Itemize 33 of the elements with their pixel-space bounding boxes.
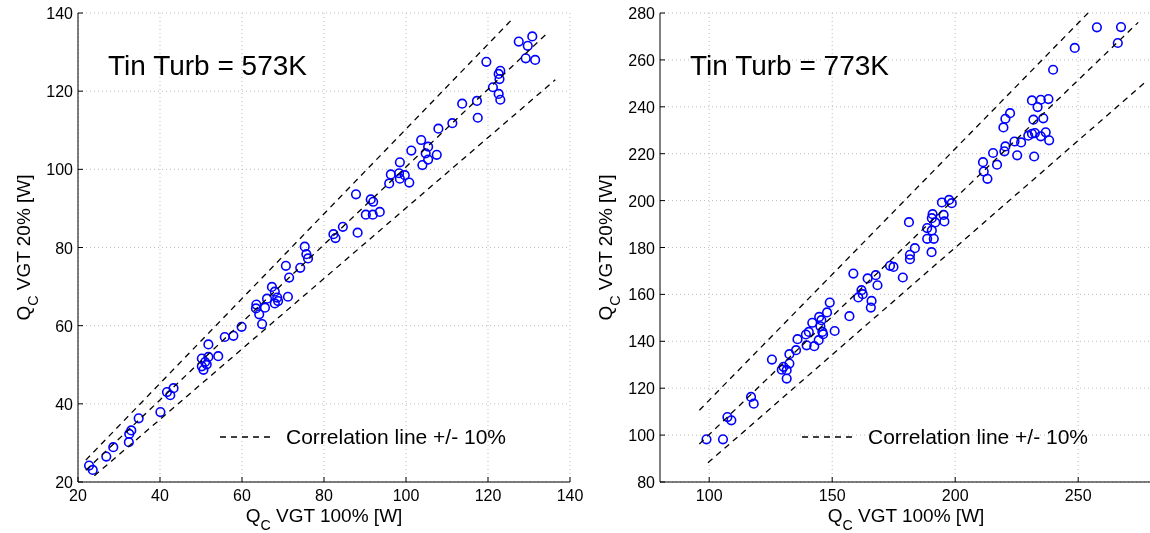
legend-label: Correlation line +/- 10% — [286, 425, 507, 448]
x-tick-label: 100 — [695, 487, 723, 504]
x-axis-title: Q$_{C}$ VGT 100% [W] — [827, 505, 985, 533]
y-tick-label: 100 — [46, 161, 74, 179]
y-tick-label: 160 — [628, 286, 656, 304]
x-tick-label: 80 — [315, 487, 333, 504]
x-tick-label: 40 — [151, 487, 169, 504]
y-tick-label: 120 — [628, 380, 656, 398]
y-tick-label: 140 — [46, 5, 74, 22]
legend-label: Correlation line +/- 10% — [868, 425, 1089, 448]
y-tick-label: 80 — [637, 474, 656, 491]
y-tick-label: 100 — [628, 427, 656, 445]
y-tick-label: 40 — [55, 395, 74, 413]
x-tick-label: 60 — [233, 487, 251, 504]
y-tick-label: 200 — [628, 192, 656, 210]
x-axis-title: Q$_{C}$ VGT 100% [W] — [245, 505, 403, 533]
y-tick-label: 280 — [628, 5, 656, 22]
text: Tin Turb = 773K — [690, 50, 890, 81]
y-tick-label: 80 — [55, 239, 74, 257]
y-tick-label: 60 — [55, 317, 74, 335]
y-tick-label: 180 — [628, 239, 656, 257]
text: Tin Turb = 573K — [108, 50, 308, 81]
y-tick-label: 140 — [628, 333, 656, 351]
x-tick-label: 120 — [474, 487, 502, 504]
x-tick-label: 100 — [392, 487, 420, 504]
y-tick-label: 260 — [628, 51, 656, 69]
x-tick-label: 150 — [818, 487, 846, 504]
x-tick-label: 200 — [941, 487, 969, 504]
x-tick-label: 140 — [556, 487, 584, 504]
y-tick-label: 120 — [46, 83, 74, 101]
y-tick-label: 240 — [628, 98, 656, 116]
x-tick-label: 250 — [1064, 487, 1092, 504]
y-tick-label: 220 — [628, 145, 656, 163]
